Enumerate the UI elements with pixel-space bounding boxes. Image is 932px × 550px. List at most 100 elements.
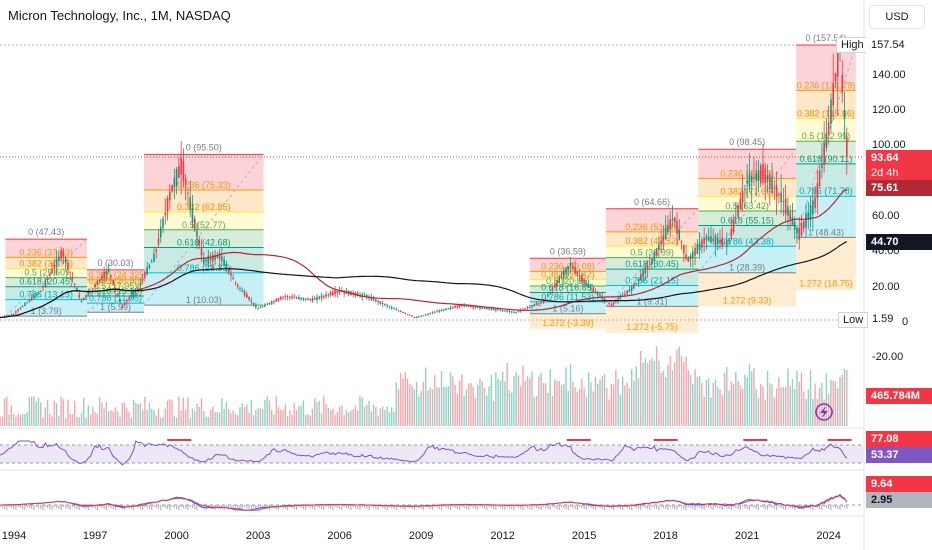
volume-bar xyxy=(610,383,613,426)
macd-histogram-bar xyxy=(345,505,348,508)
macd-histogram-bar xyxy=(674,505,676,509)
macd-histogram-bar xyxy=(368,505,370,510)
candle-body xyxy=(166,198,169,212)
volume-bar xyxy=(8,414,10,426)
macd-histogram-bar xyxy=(443,505,445,507)
volume-bar xyxy=(232,410,234,426)
volume-bar xyxy=(490,375,493,426)
candle-body xyxy=(69,271,71,273)
volume-bar xyxy=(101,402,103,426)
volume-bar xyxy=(189,417,191,426)
candle-body xyxy=(275,299,278,302)
candle-body xyxy=(445,308,447,311)
fib-level-label: 0.382 (30.75) xyxy=(19,259,73,269)
candle-body xyxy=(409,314,411,316)
currency-selector[interactable]: USD xyxy=(869,5,925,29)
macd-histogram-bar xyxy=(828,505,830,509)
fib-level-label: 0.5 (25.60) xyxy=(24,268,68,278)
candle-body xyxy=(585,282,588,285)
volume-bar xyxy=(198,406,200,426)
fib-level-label: 0.786 (11.53) xyxy=(541,292,594,302)
candle-body xyxy=(830,99,832,124)
candle-body xyxy=(524,308,527,310)
volume-bar xyxy=(69,414,71,426)
macd-histogram-bar xyxy=(171,505,173,507)
candle-body xyxy=(671,219,674,221)
fib-zone xyxy=(796,90,856,119)
candle-body xyxy=(793,221,796,230)
candle-body xyxy=(390,307,393,309)
candle-body xyxy=(603,298,606,301)
fib-level-label: 0.618 (16.89) xyxy=(541,283,595,293)
macd-histogram-bar xyxy=(404,505,406,510)
lightning-icon[interactable] xyxy=(815,403,833,421)
volume-bar xyxy=(227,408,230,426)
volume-bar xyxy=(778,377,780,426)
candle-body xyxy=(311,298,314,302)
macd-histogram-bar xyxy=(142,505,144,510)
macd-histogram-bar xyxy=(689,505,692,508)
macd-histogram-bar xyxy=(746,505,748,509)
macd-histogram-bar xyxy=(420,505,422,509)
volume-bar xyxy=(567,390,570,426)
candle-body xyxy=(282,297,284,299)
candle-body xyxy=(572,266,574,269)
candle-body xyxy=(395,309,398,311)
candle-body xyxy=(268,302,271,305)
volume-bar xyxy=(531,371,533,426)
macd-histogram-bar xyxy=(465,505,468,509)
x-tick-label: 2018 xyxy=(653,530,678,542)
volume-bar xyxy=(766,371,769,426)
macd-histogram-bar xyxy=(538,505,540,509)
volume-bar xyxy=(26,411,28,426)
macd-histogram-bar xyxy=(309,505,311,508)
volume-bar xyxy=(447,386,450,426)
volume-bar xyxy=(624,385,626,426)
candle-body xyxy=(361,293,364,298)
volume-bar xyxy=(526,376,529,426)
volume-bar xyxy=(155,415,157,426)
volume-bar xyxy=(834,381,837,426)
macd-histogram-bar xyxy=(576,505,578,510)
macd-histogram-bar xyxy=(588,505,590,507)
macd-histogram-bar xyxy=(180,505,182,507)
macd-histogram-bar xyxy=(352,505,354,507)
macd-histogram-bar xyxy=(71,505,74,507)
candle-body xyxy=(71,277,74,279)
candle-body xyxy=(635,283,638,285)
candle-body xyxy=(762,163,764,183)
macd-histogram-bar xyxy=(271,505,273,507)
candle-body xyxy=(773,187,776,189)
macd-histogram-bar xyxy=(228,505,230,508)
volume-bar xyxy=(488,386,490,426)
macd-histogram-bar xyxy=(748,505,751,510)
macd-histogram-bar xyxy=(350,505,352,510)
macd-histogram-bar xyxy=(599,505,601,508)
candle-body xyxy=(642,270,644,277)
candle-body xyxy=(843,110,846,119)
macd-histogram-bar xyxy=(542,505,544,507)
candle-body xyxy=(270,301,273,304)
macd-histogram-bar xyxy=(631,505,633,510)
candle-body xyxy=(375,299,377,302)
volume-bar xyxy=(270,409,273,426)
volume-bar xyxy=(173,416,176,426)
volume-bar xyxy=(123,402,126,426)
candle-body xyxy=(144,272,146,279)
candle-body xyxy=(583,279,585,283)
macd-histogram-bar xyxy=(633,505,635,507)
macd-histogram-bar xyxy=(411,505,413,509)
volume-bar xyxy=(812,398,814,426)
macd-histogram-bar xyxy=(680,505,683,508)
candle-body xyxy=(549,292,551,294)
macd-histogram-bar xyxy=(649,505,651,510)
candle-body xyxy=(427,313,429,315)
macd-histogram-bar xyxy=(619,505,621,509)
volume-bar xyxy=(563,383,565,426)
macd-histogram-bar xyxy=(839,505,841,510)
candle-body xyxy=(234,282,237,284)
volume-bar xyxy=(832,380,834,426)
volume-bar xyxy=(449,372,452,426)
macd-histogram-bar xyxy=(646,505,649,509)
